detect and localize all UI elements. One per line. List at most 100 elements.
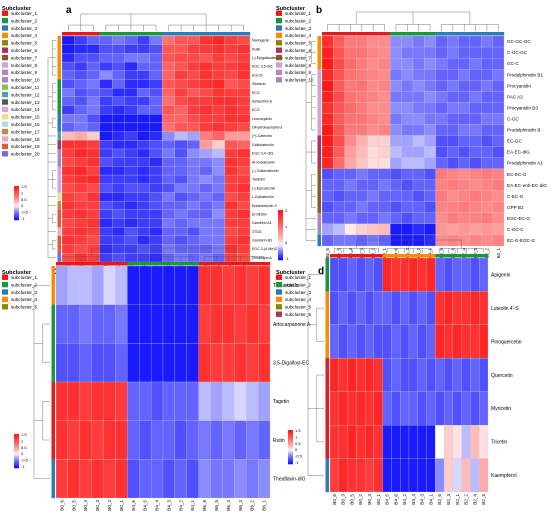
- heatmap-cell: [86, 209, 100, 219]
- heatmap-cell: [224, 96, 238, 106]
- column-group-marker: [99, 32, 113, 36]
- row-group-marker: [317, 102, 321, 114]
- heatmap-cell: [86, 105, 100, 115]
- column-group-marker: [139, 262, 152, 266]
- heatmap-cell: [124, 53, 138, 63]
- heatmap-cell: [86, 174, 100, 184]
- row-label: Theaflavin A: [252, 256, 272, 260]
- scale-segment: [14, 452, 19, 455]
- heatmap-cell: [333, 113, 345, 125]
- scale-segment: [14, 218, 19, 221]
- heatmap-cell: [461, 458, 471, 493]
- heatmap-cell: [338, 391, 348, 426]
- heatmap-cell: [373, 324, 383, 359]
- heatmap-cell: [61, 79, 75, 89]
- scale-segment: [14, 216, 19, 219]
- legend-swatch: [276, 77, 282, 83]
- heatmap-cell: [174, 192, 188, 202]
- heatmap-cell: [426, 291, 436, 325]
- column-label: B6_3: [238, 500, 243, 511]
- heatmap-cell: [212, 183, 226, 193]
- column-label: B0_3: [95, 500, 100, 511]
- heatmap-cell: [321, 46, 334, 59]
- legend-entry: subcluster_9: [11, 70, 37, 75]
- heatmap-cell: [137, 61, 150, 71]
- heatmap-cell: [458, 223, 470, 236]
- heatmap-cell: [74, 157, 88, 167]
- scale-segment: [288, 448, 293, 451]
- heatmap-cell: [212, 105, 226, 115]
- heatmap-cell: [458, 146, 470, 158]
- heatmap-cell: [356, 291, 366, 325]
- heatmap-cell: [356, 57, 368, 70]
- heatmap-cell: [390, 124, 402, 136]
- heatmap-cell: [435, 234, 448, 247]
- row-label: EGC-EC-G: [507, 216, 530, 221]
- heatmap-cell: [174, 343, 187, 383]
- heatmap-cell: [344, 113, 357, 125]
- row-group-marker: [57, 105, 61, 115]
- scale-segment: [278, 255, 283, 258]
- heatmap-cell: [408, 358, 418, 392]
- heatmap-cell: [74, 70, 88, 80]
- heatmap-cell: [212, 209, 226, 219]
- heatmap-cell: [367, 234, 379, 247]
- heatmap-cell: [492, 146, 505, 158]
- heatmap-cell: [74, 253, 88, 263]
- heatmap-cell: [127, 343, 140, 383]
- heatmap-cell: [390, 46, 402, 59]
- scale-tick: 1: [295, 434, 298, 439]
- column-group-marker: [174, 32, 188, 36]
- column-label: B4_1: [190, 500, 195, 511]
- heatmap-cell: [443, 291, 454, 325]
- column-label: B0_2: [358, 494, 363, 505]
- heatmap-cell: [469, 35, 482, 48]
- column-label: B0_6: [59, 500, 64, 511]
- heatmap-cell: [199, 183, 213, 193]
- heatmap-cell: [86, 88, 100, 97]
- heatmap-cell: [435, 190, 448, 202]
- heatmap-cell: [401, 46, 414, 59]
- heatmap-cell: [86, 114, 100, 124]
- heatmap-cell: [481, 135, 493, 147]
- heatmap-cell: [435, 102, 448, 114]
- heatmap-cell: [417, 458, 427, 493]
- column-group-marker: [338, 254, 348, 258]
- heatmap-cell: [74, 79, 88, 89]
- heatmap-cell: [443, 458, 454, 493]
- heatmap-cell: [149, 122, 163, 132]
- heatmap-cell: [234, 381, 247, 421]
- heatmap-cell: [86, 53, 100, 63]
- heatmap-cell: [174, 70, 188, 80]
- heatmap-cell: [401, 57, 414, 70]
- heatmap-cell: [79, 459, 92, 499]
- heatmap-cell: [212, 174, 226, 184]
- heatmap-cell: [364, 358, 375, 392]
- heatmap-cell: [321, 201, 334, 213]
- heatmap-cell: [124, 122, 138, 132]
- heatmap-cell: [74, 174, 88, 184]
- scale-segment: [288, 455, 293, 458]
- column-label: B4_5: [385, 494, 390, 505]
- heatmap-cell: [112, 201, 125, 210]
- heatmap-cell: [469, 234, 482, 247]
- heatmap-cell: [447, 234, 459, 247]
- scale-segment: [288, 443, 293, 446]
- scale-tick: -1: [295, 460, 299, 465]
- heatmap-cell: [162, 88, 175, 97]
- heatmap-cell: [344, 135, 357, 147]
- heatmap-cell: [443, 358, 454, 392]
- heatmap-cell: [137, 192, 150, 202]
- heatmap-cell: [174, 114, 188, 124]
- heatmap-cell: [187, 140, 200, 150]
- scale-segment: [14, 201, 19, 204]
- heatmap-cell: [378, 57, 391, 70]
- column-group-marker: [356, 32, 368, 36]
- heatmap-cell: [481, 35, 493, 48]
- heatmap-cell: [137, 70, 150, 80]
- heatmap-cell: [162, 131, 175, 141]
- scale-tick: 0.5: [21, 197, 27, 202]
- heatmap-cell: [401, 124, 414, 136]
- heatmap-cell: [435, 135, 448, 147]
- row-label: Tagetin: [273, 399, 289, 405]
